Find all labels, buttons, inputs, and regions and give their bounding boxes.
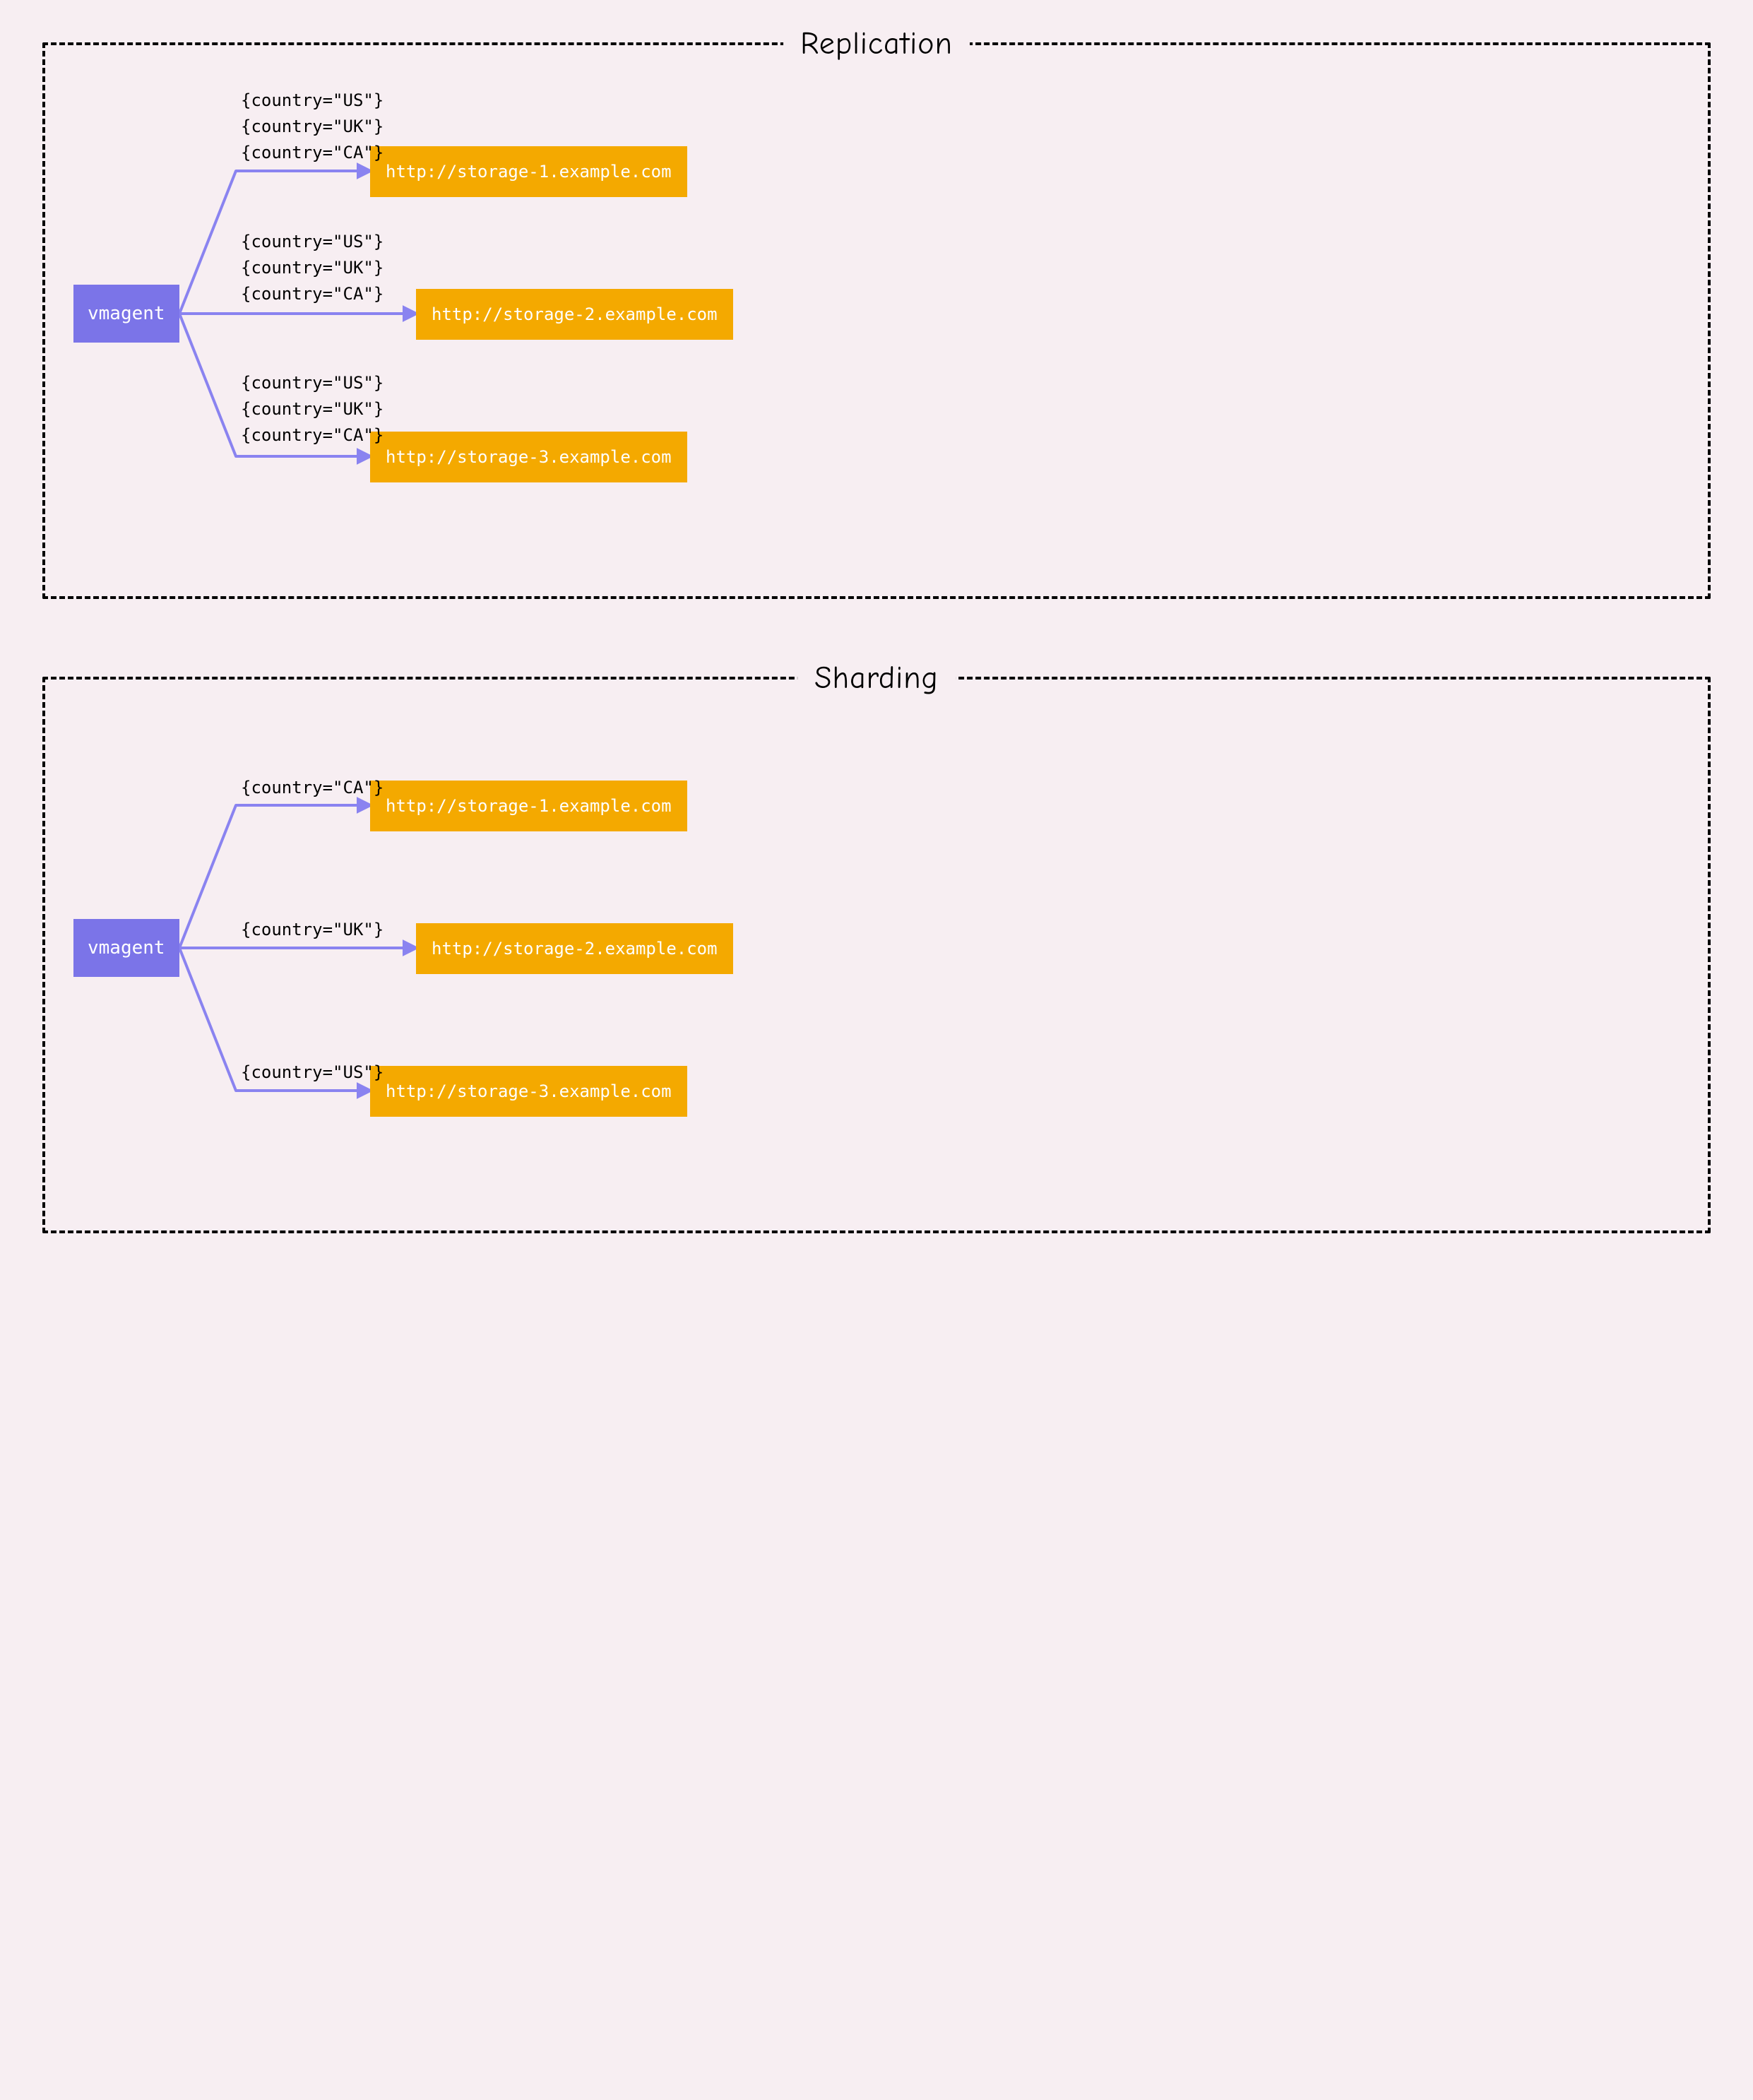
edge-label: {country="US"} <box>241 1060 384 1086</box>
storage-target: http://storage-3.example.com <box>370 432 687 482</box>
edge-label: {country="US"} {country="UK"} {country="… <box>241 88 384 167</box>
edge-label: {country="US"} {country="UK"} {country="… <box>241 229 384 308</box>
edge-label: {country="UK"} <box>241 917 384 943</box>
agent-node: vmagent <box>73 285 179 343</box>
panel-sharding: Shardingvmagenthttp://storage-1.example.… <box>42 677 1711 1233</box>
panel-title: Replication <box>783 25 970 61</box>
panel-body: vmagent http://storage-1.example.com http:… <box>73 722 1680 1174</box>
storage-target: http://storage-2.example.com <box>416 923 733 974</box>
edge-label: {country="CA"} <box>241 775 384 801</box>
storage-target: http://storage-2.example.com <box>416 289 733 340</box>
panel-replication: Replicationvmagenthttp://storage-1.examp… <box>42 42 1711 599</box>
panel-body: vmagent http://storage-1.example.com http:… <box>73 88 1680 540</box>
storage-target: http://storage-3.example.com <box>370 1066 687 1117</box>
agent-node: vmagent <box>73 919 179 977</box>
panel-title: Sharding <box>797 660 956 696</box>
edge-label: {country="US"} {country="UK"} {country="… <box>241 370 384 449</box>
storage-target: http://storage-1.example.com <box>370 146 687 197</box>
storage-target: http://storage-1.example.com <box>370 781 687 831</box>
